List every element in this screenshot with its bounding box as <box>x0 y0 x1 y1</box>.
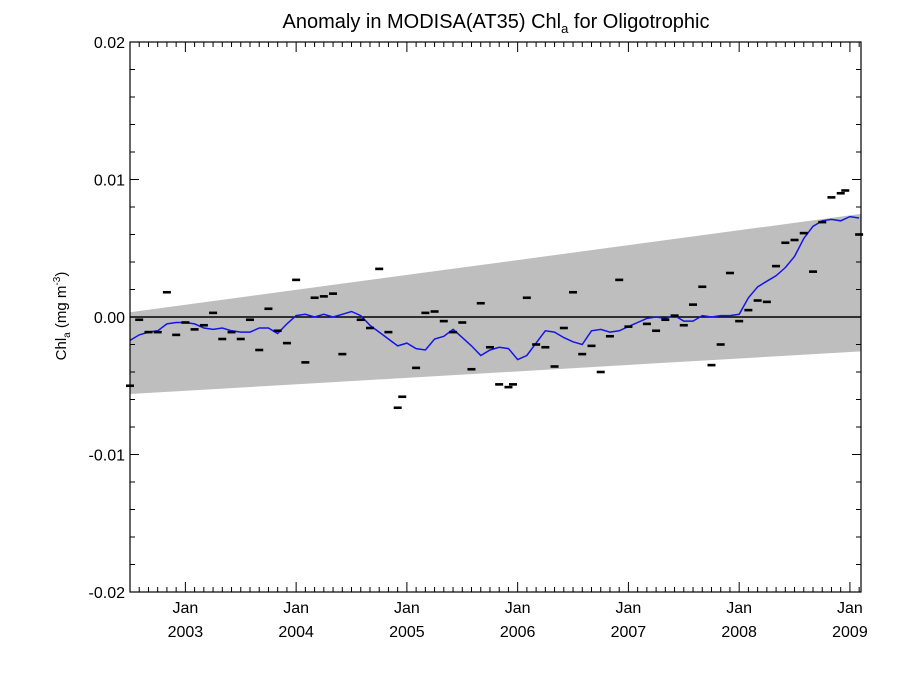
x-tick-label-year: 2004 <box>278 624 314 641</box>
x-tick-label-year: 2007 <box>611 624 647 641</box>
x-tick-label-month: Jan <box>837 600 863 617</box>
x-tick-label-month: Jan <box>394 600 420 617</box>
x-tick-label-year: 2008 <box>721 624 757 641</box>
y-tick-label: 0.01 <box>94 173 125 190</box>
confidence-band <box>130 213 861 394</box>
y-axis-label: Chla (mg m-3) <box>52 272 73 361</box>
x-tick-label-year: 2006 <box>500 624 536 641</box>
y-axis-label-sup: -3 <box>52 276 63 285</box>
x-tick-label-month: Jan <box>505 600 531 617</box>
y-tick-label: -0.02 <box>89 585 126 602</box>
series-line <box>129 215 860 361</box>
x-tick-label-month: Jan <box>283 600 309 617</box>
chart-title-tail: for Oligotrophic <box>568 11 709 33</box>
x-tick-label-month: Jan <box>726 600 752 617</box>
y-axis-label-unit: (mg m <box>53 286 70 333</box>
chart-title: Anomaly in MODISA(AT35) Chla for Oligotr… <box>283 11 710 36</box>
y-tick-label: 0.02 <box>94 35 125 52</box>
y-axis-label-main: Chl <box>53 338 70 361</box>
x-tick-label-year: 2009 <box>832 624 868 641</box>
x-tick-label-year: 2005 <box>389 624 425 641</box>
y-tick-label: -0.01 <box>89 448 126 465</box>
x-tick-label-month: Jan <box>172 600 198 617</box>
chart-title-main: Anomaly in MODISA(AT35) Chl <box>283 11 562 33</box>
y-axis-label-sub: a <box>62 332 73 338</box>
y-tick-label: 0.00 <box>94 310 125 327</box>
x-tick-label-month: Jan <box>616 600 642 617</box>
y-axis-label-close: ) <box>53 272 70 277</box>
x-tick-label-year: 2003 <box>168 624 204 641</box>
plot-area: 0.02 0.01 0.00 -0.01 -0.02 Jan 2003 Jan 2004 Jan 2… <box>89 35 868 641</box>
chart-title-sub: a <box>561 21 569 36</box>
